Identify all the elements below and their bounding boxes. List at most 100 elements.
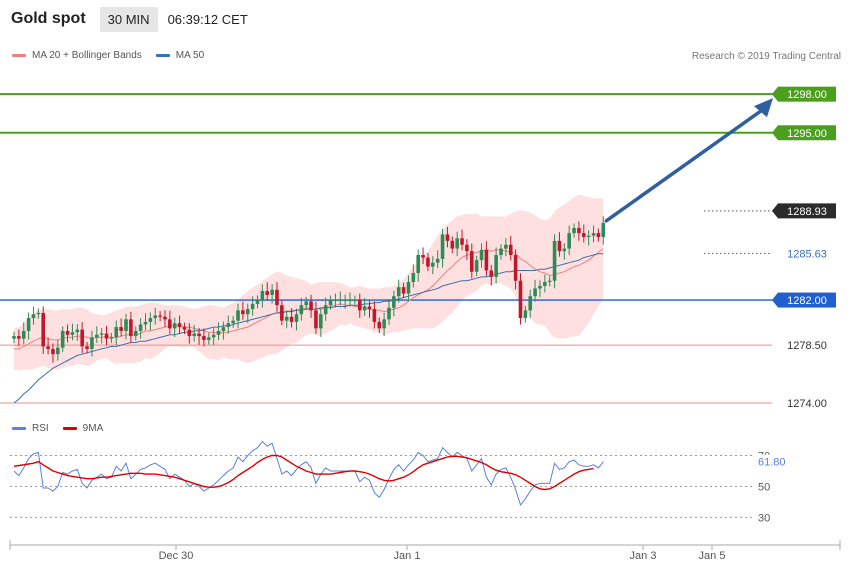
candle-body [309, 301, 313, 311]
candle-body [221, 327, 226, 331]
candle-body [129, 319, 133, 337]
candle-body [163, 316, 167, 320]
level-badge-pointer-1298.00 [772, 86, 778, 102]
candle-body [562, 248, 567, 252]
level-label-1295.00: 1295.00 [787, 128, 827, 140]
candle-body [323, 305, 328, 315]
candle-body [153, 315, 158, 319]
candle-body [426, 257, 430, 267]
legend-label-ma50: MA 50 [175, 50, 205, 61]
candle-body [523, 310, 528, 319]
candle-body [518, 280, 523, 319]
candle-body [499, 248, 503, 256]
legend-label-ma20: MA 20 + Bollinger Bands [32, 50, 142, 61]
candle-body [158, 315, 162, 317]
candle-body [377, 321, 382, 329]
candle-body [75, 329, 80, 333]
level-badge-1288.93 [778, 203, 836, 219]
candle-body [168, 319, 172, 329]
research-credit: Research © 2019 Trading Central [691, 51, 841, 62]
candle-body [343, 300, 347, 302]
timeframe-selector[interactable]: 30 MIN [99, 6, 158, 32]
level-badge-1298.00 [778, 86, 836, 102]
level-badge-1295.00 [778, 125, 836, 141]
candle-body [338, 300, 343, 302]
candle-body [479, 249, 484, 261]
level-label-1282.00: 1282.00 [787, 295, 827, 307]
candle-body [124, 319, 128, 331]
candle-body [533, 288, 537, 297]
candle-body [396, 287, 401, 297]
candle-body [31, 314, 36, 319]
rsi-last-value: 61.80 [758, 457, 786, 469]
candle-body [36, 312, 41, 315]
candle-body [46, 346, 50, 349]
level-label-1298.00: 1298.00 [787, 89, 827, 101]
candle-body [392, 296, 396, 308]
candle-body [406, 282, 411, 294]
candle-body [99, 333, 104, 335]
candle-body [513, 255, 518, 281]
candle-body [353, 300, 357, 302]
candle-body [207, 337, 211, 340]
candle-body [236, 310, 240, 321]
candle-body [280, 305, 284, 321]
candle-body [465, 244, 469, 252]
candle-body [299, 305, 304, 315]
forecast-arrow-head [754, 98, 773, 118]
rsi-line [13, 440, 604, 507]
bollinger-band-area [14, 194, 604, 371]
level-label-1278.50: 1278.50 [787, 340, 827, 352]
candle-body [416, 255, 421, 274]
candle-body [586, 235, 591, 237]
level-label-1274.00: 1274.00 [787, 398, 827, 410]
candle-body [445, 234, 450, 241]
level-badge-pointer-1282.00 [772, 292, 778, 308]
candle-body [450, 240, 455, 249]
legend-label-rsi: RSI [32, 423, 49, 434]
candle-body [284, 316, 289, 321]
candle-body [143, 321, 148, 325]
candle-body [372, 309, 377, 322]
candle-body [80, 329, 84, 347]
rsi-ma-line [13, 454, 594, 491]
candle-body [348, 300, 352, 302]
candle-body [543, 282, 547, 286]
level-badge-pointer-1274.00 [772, 395, 778, 411]
timestamp: 06:39:12 CET [167, 11, 248, 27]
legend-item-rsi: RSI [12, 423, 49, 434]
legend-swatch-9ma [62, 427, 77, 430]
candle-body [109, 337, 114, 339]
candle-body [90, 337, 94, 349]
candle-body [216, 330, 221, 335]
level-badge-pointer-1295.00 [772, 125, 778, 141]
candle-body [591, 233, 596, 236]
candle-body [26, 318, 31, 331]
instrument-title: Gold spot [11, 10, 86, 27]
candle-body [275, 289, 279, 306]
candle-body [265, 291, 270, 295]
candle-body [455, 238, 459, 249]
legend-item-ma20: MA 20 + Bollinger Bands [12, 50, 142, 61]
candle-body [494, 255, 498, 277]
candle-body [114, 327, 119, 338]
forecast-arrow-shaft [604, 108, 764, 223]
candle-body [241, 310, 245, 315]
candle-body [547, 280, 552, 283]
candle-body [508, 244, 513, 256]
candle-body [357, 300, 362, 311]
candle-body [435, 258, 440, 263]
legend-swatch-ma50 [155, 54, 170, 57]
candle-body [12, 336, 16, 339]
candle-body [187, 329, 192, 337]
level-badge-pointer-1288.93 [772, 203, 778, 219]
ma50-line [13, 253, 604, 404]
candle-body [85, 346, 89, 349]
candle-body [538, 285, 542, 289]
candle-body [138, 324, 143, 331]
candle-body [260, 291, 265, 301]
candle-body [567, 233, 571, 249]
candle-body [60, 330, 65, 348]
x-tick-label: Jan 1 [394, 550, 421, 562]
